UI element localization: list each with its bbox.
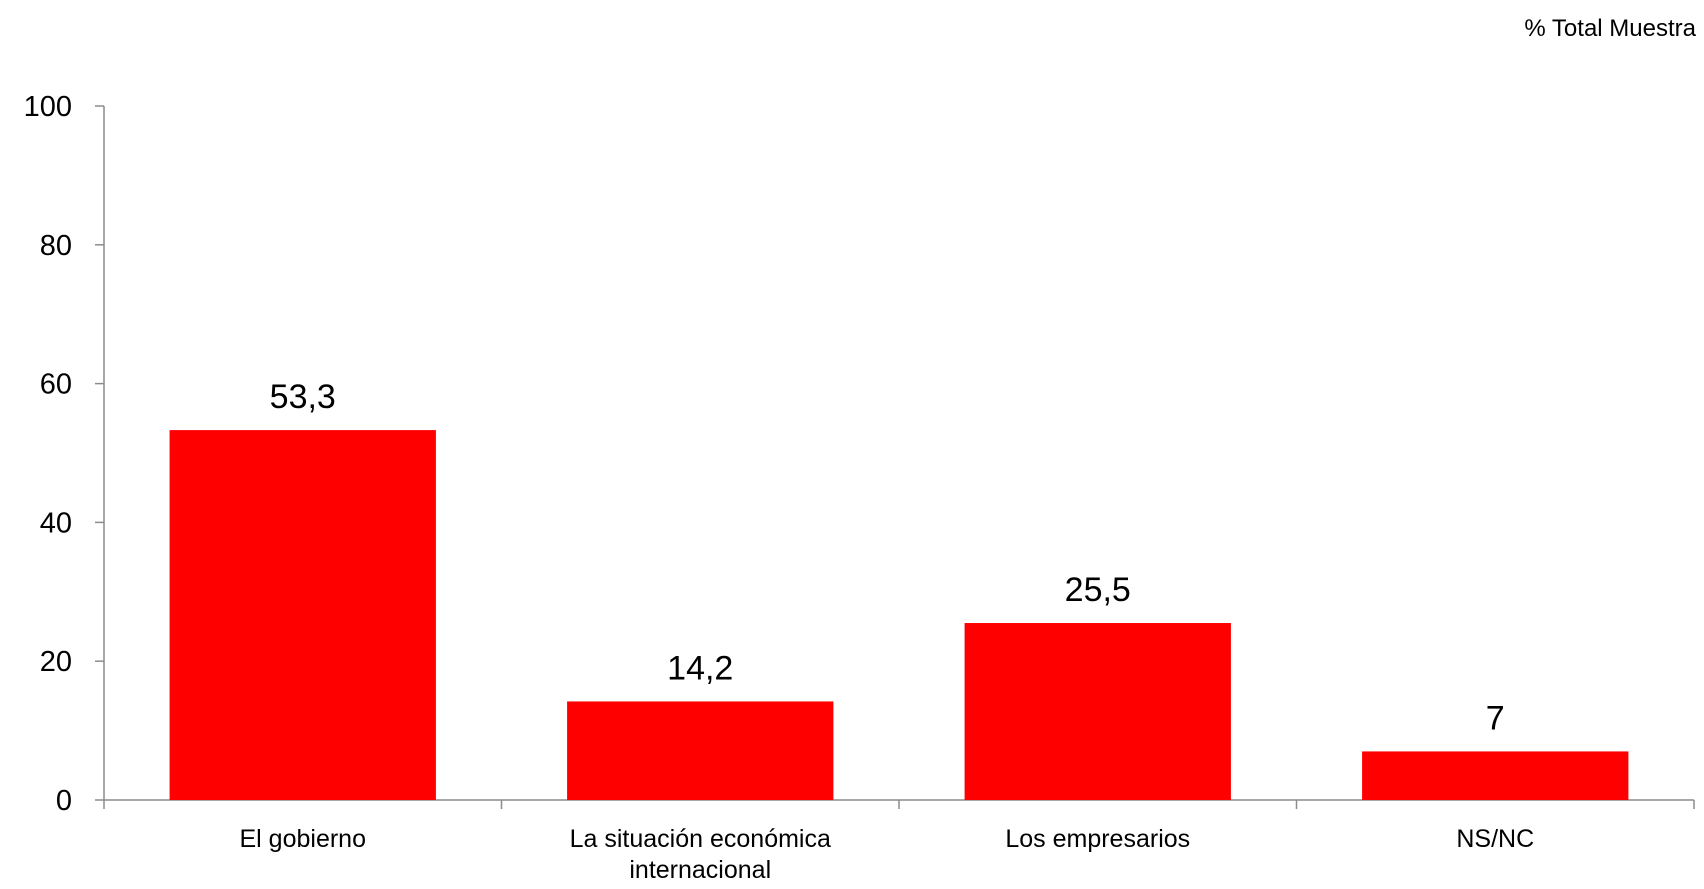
y-tick-label: 0 (56, 785, 72, 817)
data-label: 53,3 (270, 378, 336, 416)
y-tick-label: 60 (40, 369, 72, 401)
unit-note: % Total Muestra (1524, 15, 1696, 42)
x-category-label: Los empresarios (1005, 825, 1190, 853)
y-tick-label: 40 (40, 507, 72, 539)
y-tick-label: 80 (40, 230, 72, 262)
data-label: 14,2 (667, 649, 733, 687)
y-tick-label: 20 (40, 646, 72, 678)
x-category-label: La situación económica (570, 825, 831, 853)
y-tick-label: 100 (24, 91, 72, 123)
data-label: 25,5 (1065, 571, 1131, 609)
bar (1362, 751, 1629, 800)
bar (567, 701, 834, 800)
x-category-label: NS/NC (1456, 825, 1534, 853)
x-category-label: El gobierno (240, 825, 366, 853)
bar (964, 623, 1231, 800)
data-label: 7 (1486, 699, 1505, 737)
x-category-label: internacional (629, 856, 771, 884)
plot-area: 0 20 40 60 80 100 53,3 El gobierno 14,2 La situac… (24, 91, 1695, 884)
bar (169, 430, 436, 800)
